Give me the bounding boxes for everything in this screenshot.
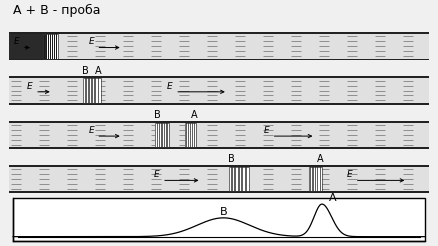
- Bar: [9, 78, 429, 103]
- Bar: [9, 165, 429, 167]
- Bar: [9, 34, 46, 59]
- Bar: [50, 34, 51, 59]
- Bar: [185, 123, 196, 147]
- Bar: [188, 123, 189, 147]
- Bar: [185, 123, 196, 147]
- Bar: [241, 167, 244, 191]
- Text: B: B: [229, 154, 235, 164]
- Text: B: B: [219, 207, 227, 217]
- Text: A + B - проба: A + B - проба: [13, 4, 101, 17]
- Bar: [155, 123, 169, 147]
- Bar: [44, 34, 45, 59]
- Bar: [9, 59, 429, 60]
- Bar: [42, 34, 58, 59]
- Text: $E$: $E$: [88, 35, 95, 46]
- Bar: [315, 167, 316, 191]
- Bar: [192, 123, 193, 147]
- Bar: [162, 123, 163, 147]
- Bar: [9, 167, 429, 191]
- Bar: [9, 32, 429, 34]
- Bar: [9, 121, 429, 123]
- Bar: [234, 167, 236, 191]
- Bar: [164, 123, 165, 147]
- Bar: [52, 34, 53, 59]
- Bar: [157, 123, 158, 147]
- Bar: [9, 103, 429, 105]
- Bar: [91, 78, 93, 103]
- Bar: [229, 167, 249, 191]
- Bar: [56, 34, 57, 59]
- Bar: [42, 34, 58, 59]
- Bar: [190, 123, 191, 147]
- Bar: [9, 191, 429, 193]
- Bar: [238, 167, 240, 191]
- Text: A: A: [95, 65, 102, 76]
- Text: A: A: [317, 154, 323, 164]
- Bar: [83, 78, 101, 103]
- Text: $E$: $E$: [153, 168, 161, 179]
- Bar: [166, 123, 168, 147]
- Bar: [186, 123, 187, 147]
- Bar: [9, 123, 429, 147]
- Text: $E$: $E$: [88, 124, 95, 135]
- Bar: [85, 78, 87, 103]
- Bar: [309, 167, 322, 191]
- Bar: [83, 78, 101, 103]
- Bar: [194, 123, 195, 147]
- Bar: [310, 167, 311, 191]
- Text: B: B: [154, 110, 161, 120]
- Text: $E$: $E$: [346, 168, 354, 179]
- Bar: [9, 147, 429, 149]
- Bar: [9, 76, 429, 78]
- Text: $E$: $E$: [263, 124, 271, 135]
- Text: $E$: $E$: [166, 80, 174, 91]
- Bar: [320, 167, 321, 191]
- Bar: [309, 167, 322, 191]
- Bar: [13, 198, 425, 241]
- Bar: [229, 167, 249, 191]
- Text: $E$: $E$: [13, 35, 21, 46]
- Text: A: A: [328, 193, 336, 203]
- Bar: [155, 123, 169, 147]
- Bar: [54, 34, 55, 59]
- Bar: [46, 34, 47, 59]
- Text: B: B: [82, 65, 89, 76]
- Text: A: A: [191, 110, 198, 120]
- Bar: [98, 78, 99, 103]
- Bar: [9, 34, 429, 59]
- Bar: [245, 167, 247, 191]
- Bar: [159, 123, 160, 147]
- Bar: [231, 167, 233, 191]
- Bar: [88, 78, 90, 103]
- Bar: [48, 34, 49, 59]
- Bar: [94, 78, 96, 103]
- Bar: [312, 167, 314, 191]
- Text: $E$: $E$: [26, 80, 34, 91]
- Bar: [317, 167, 318, 191]
